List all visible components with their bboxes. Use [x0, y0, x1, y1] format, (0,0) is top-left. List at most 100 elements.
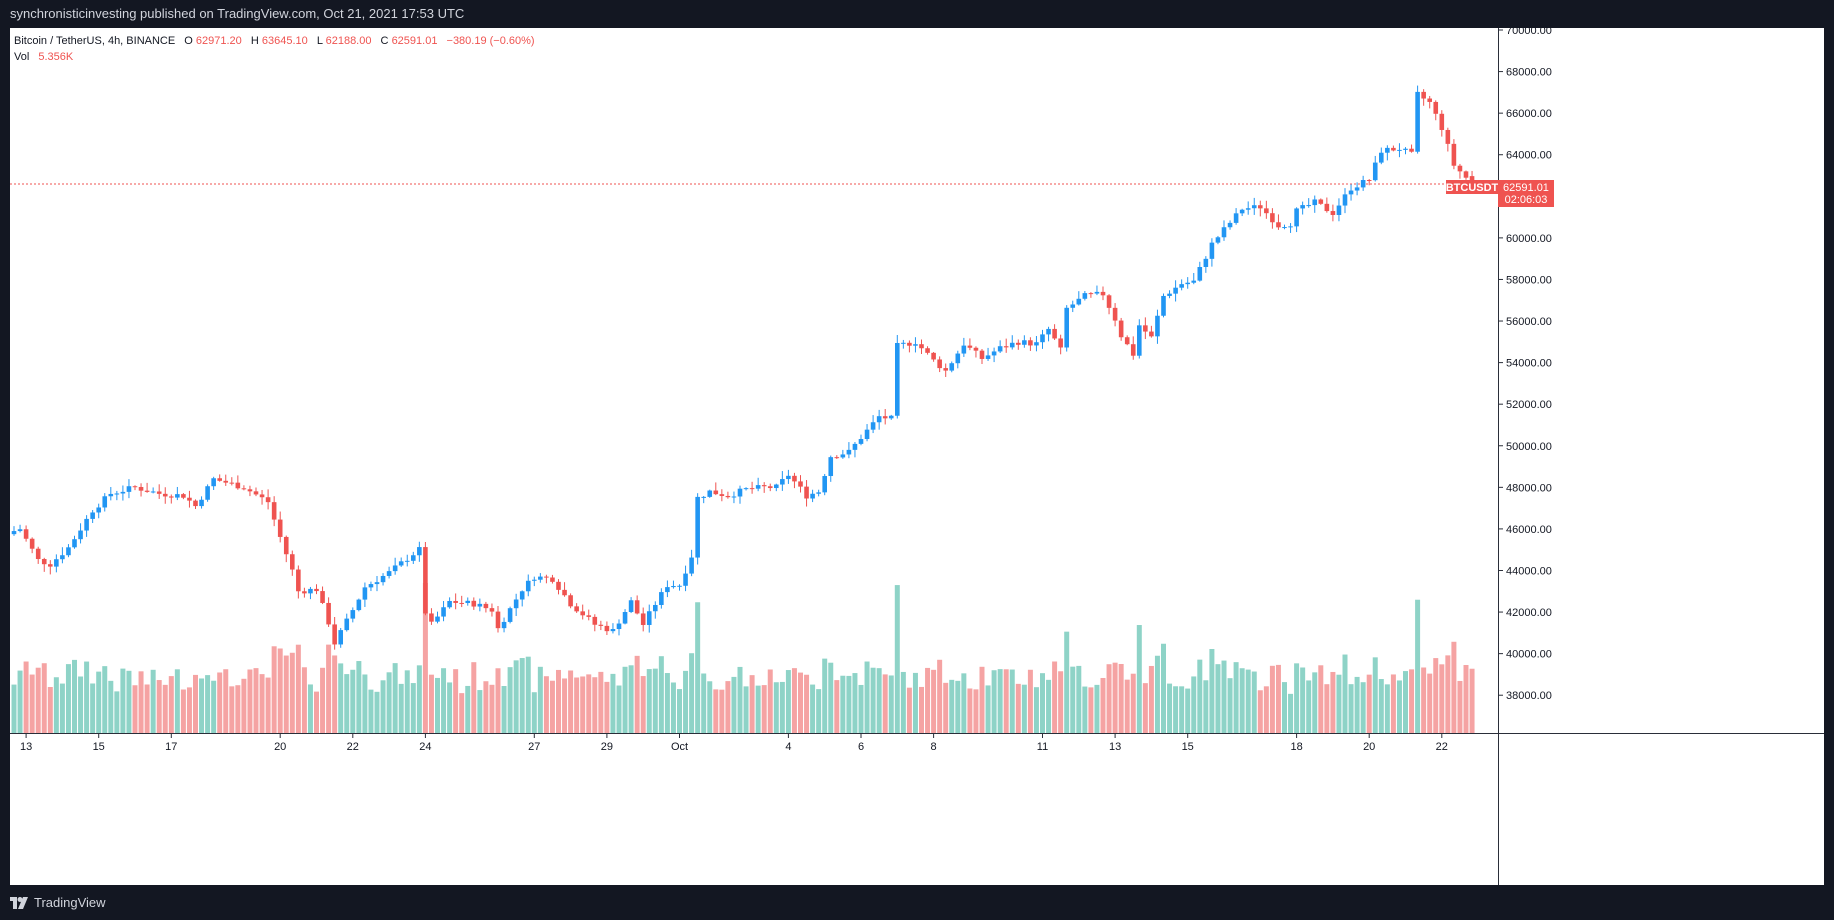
candle [634, 595, 640, 615]
volume-bar [773, 682, 779, 733]
candle-body [1403, 148, 1408, 150]
volume-bar [501, 686, 507, 733]
candle [471, 597, 477, 610]
candle-body [1239, 209, 1245, 214]
candle-body [1433, 101, 1439, 114]
volume-bar [459, 693, 465, 733]
candle [538, 573, 543, 583]
candle-body [1009, 342, 1015, 348]
candle-body [1118, 320, 1124, 338]
volume-bar [193, 674, 198, 733]
candle-body [749, 488, 755, 490]
volume-bar [495, 668, 501, 733]
time-axis[interactable]: 13 15 17 20 22 24 27 29 Oct 4 6 8 11 13 15 18 20 22 [20, 733, 1448, 753]
volume-bar [1173, 686, 1179, 733]
volume-bar [314, 691, 319, 733]
candle [398, 557, 404, 567]
candle-body [610, 629, 616, 632]
price-marker: BTCUSDT 62591.01 02:06:03 [1446, 180, 1554, 207]
volume-bar [289, 652, 295, 733]
candle-body [1336, 205, 1342, 215]
y-tick-label: 44000.00 [1506, 565, 1552, 577]
volume-bar [1046, 679, 1052, 733]
candle-body [314, 588, 319, 592]
candle [780, 471, 785, 491]
volume-bar [283, 655, 289, 733]
candle [895, 335, 900, 419]
chart-panel[interactable]: 70000.0068000.0066000.0064000.0062000.00… [10, 28, 1824, 885]
volume-bar [398, 683, 404, 733]
candle-body [858, 439, 864, 444]
candle-body [1439, 113, 1445, 130]
candle-body [1016, 342, 1021, 345]
candle-body [774, 484, 779, 489]
candle [314, 584, 319, 595]
volume-bar [180, 689, 186, 733]
candle [1203, 256, 1209, 273]
candle [326, 597, 331, 627]
volume-bar [719, 689, 725, 733]
candle-body [979, 350, 985, 359]
candle-body [580, 611, 585, 616]
publish-header: synchronisticinvesting published on Trad… [0, 0, 1834, 28]
volume-bar [1088, 687, 1094, 733]
volume-bar [919, 686, 924, 733]
candle [495, 605, 501, 633]
candle-body [525, 580, 531, 592]
candle [882, 408, 888, 425]
candle [308, 586, 313, 600]
candle-body [1421, 91, 1426, 99]
candle [175, 486, 180, 501]
volume-bar [72, 659, 77, 733]
candle [138, 483, 144, 497]
candle-body [949, 363, 955, 371]
candle-body [380, 575, 386, 583]
candle [296, 565, 301, 599]
volume-bar [186, 687, 192, 733]
candle [985, 347, 991, 362]
candle-body [1312, 199, 1318, 206]
candle-body [1100, 291, 1106, 296]
volume-bar [864, 661, 870, 733]
candle [386, 566, 392, 579]
volume-bar [404, 670, 410, 733]
candle [513, 593, 519, 617]
candle [156, 484, 162, 499]
candle [1282, 224, 1287, 230]
candle [997, 340, 1003, 354]
candle [725, 491, 731, 499]
price-axis[interactable]: 70000.0068000.0066000.0064000.0062000.00… [1498, 28, 1552, 702]
candle-body [1185, 282, 1190, 285]
candle-body [1300, 205, 1305, 209]
candle-body [1251, 205, 1257, 209]
candle-body [1415, 91, 1420, 152]
candle-body [1149, 331, 1154, 337]
volume-bar [483, 681, 489, 733]
volume-bar [247, 669, 253, 733]
candle-body [719, 494, 725, 496]
candle [1064, 305, 1069, 352]
candle-body [780, 479, 785, 485]
y-tick-label: 64000.00 [1506, 150, 1552, 162]
volume-bar [1052, 661, 1058, 733]
volume-bar [150, 669, 156, 733]
price-chart[interactable]: 70000.0068000.0066000.0064000.0062000.00… [10, 28, 1824, 885]
candle [774, 483, 779, 492]
volume-bar [1439, 664, 1445, 733]
candle-body [925, 348, 930, 353]
candle-body [253, 491, 259, 495]
x-tick-label: 11 [1037, 741, 1048, 753]
candle [1360, 175, 1366, 191]
candle-body [1064, 307, 1069, 348]
volume-bar [1245, 669, 1251, 733]
candle [525, 574, 531, 597]
candle [1403, 147, 1408, 155]
volume-bar [707, 681, 713, 733]
candles-layer [11, 85, 1475, 650]
candle-body [35, 548, 41, 560]
volume-bar [1203, 680, 1209, 733]
candle-body [931, 352, 936, 360]
tradingview-logo[interactable]: TradingView [10, 895, 106, 910]
volume-bar [435, 677, 440, 733]
candle-body [683, 573, 688, 586]
